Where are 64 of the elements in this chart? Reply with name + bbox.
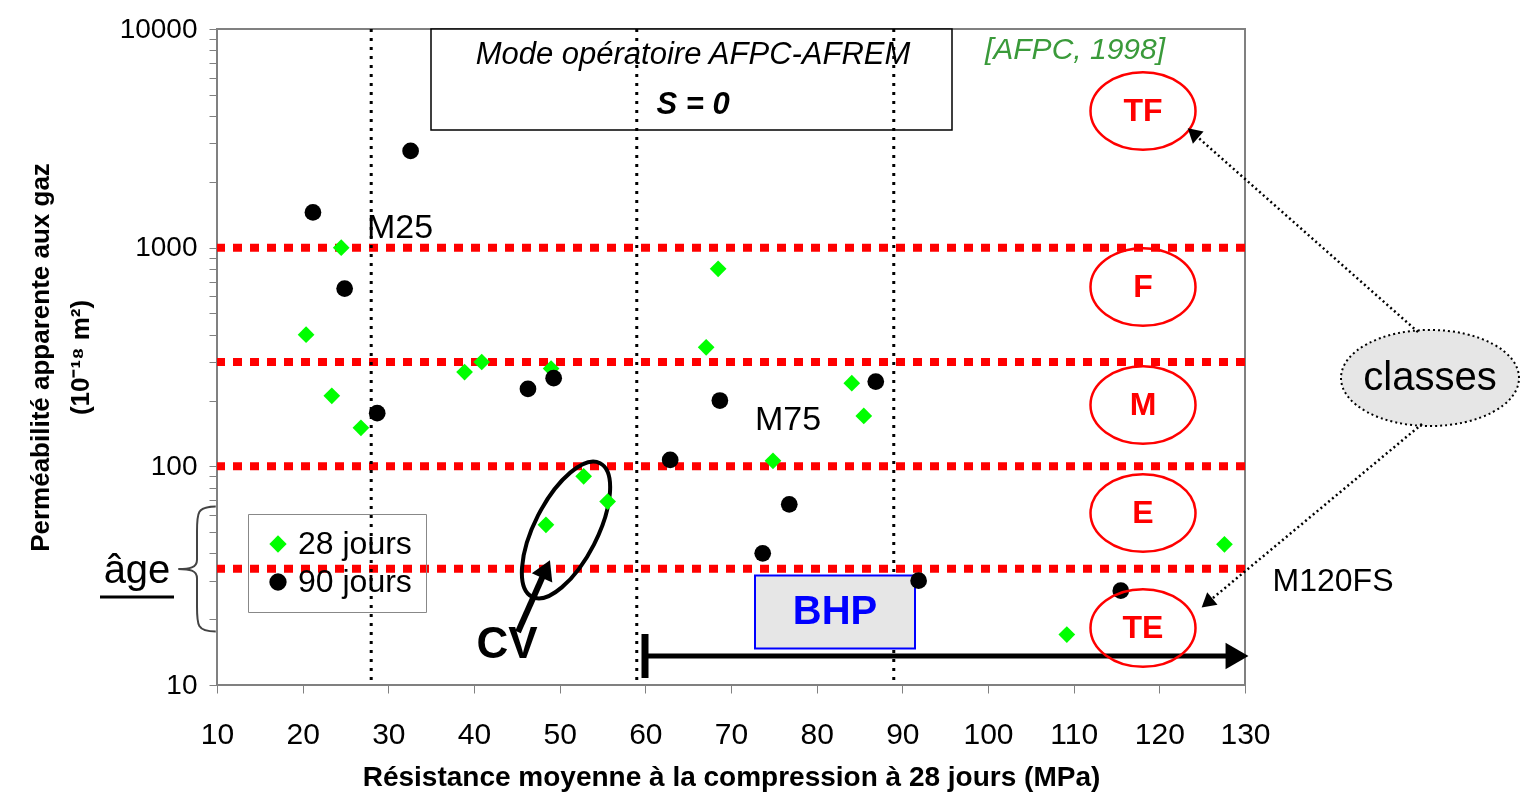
point bbox=[855, 407, 873, 425]
y-tick-label: 10 bbox=[166, 668, 198, 700]
y-tick-label: 10000 bbox=[119, 12, 198, 44]
point bbox=[545, 369, 563, 387]
point bbox=[352, 419, 370, 437]
text: M120FS bbox=[1272, 562, 1394, 598]
point bbox=[473, 353, 491, 371]
point bbox=[537, 516, 555, 534]
text: âge bbox=[103, 547, 171, 591]
annotation: E bbox=[1132, 494, 1154, 530]
point bbox=[456, 363, 473, 381]
x-tick-label: 80 bbox=[800, 716, 834, 750]
point bbox=[599, 493, 617, 510]
x-tick-label: 120 bbox=[1134, 716, 1185, 750]
point bbox=[332, 239, 350, 257]
legend-label: 90 jours bbox=[298, 563, 412, 599]
x-tick-label: 30 bbox=[372, 716, 406, 750]
x-tick-label: 20 bbox=[286, 716, 320, 750]
text: classes bbox=[1363, 354, 1497, 398]
x-tick-label: 60 bbox=[629, 716, 663, 750]
annotation: M bbox=[1129, 386, 1157, 422]
annotation: BHP bbox=[792, 588, 878, 632]
point bbox=[910, 572, 927, 590]
point bbox=[709, 260, 727, 278]
y-axis-title: Perméabilité apparente aux gaz (10⁻¹⁸ m²) bbox=[24, 163, 95, 552]
point bbox=[368, 404, 386, 422]
x-tick-label: 40 bbox=[457, 716, 492, 750]
point bbox=[297, 326, 315, 344]
x-tick-label: 50 bbox=[543, 716, 577, 750]
point bbox=[1216, 535, 1233, 553]
point bbox=[402, 142, 419, 160]
x-tick-label: 100 bbox=[963, 716, 1014, 750]
annotation: [AFPC, 1998] bbox=[983, 32, 1166, 65]
x-tick-label: 110 bbox=[1050, 716, 1099, 750]
point bbox=[711, 392, 729, 409]
point bbox=[1058, 626, 1076, 643]
point bbox=[336, 280, 354, 297]
chart-title: Mode opératoire AFPC-AFREM bbox=[475, 36, 911, 71]
point bbox=[843, 374, 861, 392]
point bbox=[323, 387, 341, 405]
point bbox=[780, 496, 798, 513]
x-tick-label: 130 bbox=[1220, 716, 1271, 750]
legend-label: 28 jours bbox=[298, 525, 412, 561]
point bbox=[304, 204, 322, 221]
annotation: F bbox=[1133, 268, 1153, 304]
y-tick-label: 1000 bbox=[135, 231, 198, 263]
x-axis-title: Résistance moyenne à la compression à 28 jours (MPa) bbox=[362, 760, 1101, 792]
annotation: TF bbox=[1123, 92, 1163, 128]
x-tick-label: 10 bbox=[200, 716, 235, 750]
text: S = 0 bbox=[656, 86, 730, 121]
annotation: M25 bbox=[366, 207, 434, 245]
x-tick-label: 90 bbox=[886, 716, 920, 750]
annotation: M75 bbox=[754, 399, 822, 437]
point bbox=[697, 339, 715, 356]
y-tick-label: 100 bbox=[150, 449, 198, 481]
point bbox=[661, 451, 679, 469]
annotation: TE bbox=[1122, 609, 1164, 645]
point bbox=[764, 452, 782, 470]
point bbox=[754, 545, 772, 562]
point bbox=[519, 380, 537, 398]
x-tick-label: 70 bbox=[714, 716, 749, 750]
point bbox=[575, 467, 593, 485]
annotation: CV bbox=[476, 618, 539, 667]
point bbox=[867, 373, 885, 390]
